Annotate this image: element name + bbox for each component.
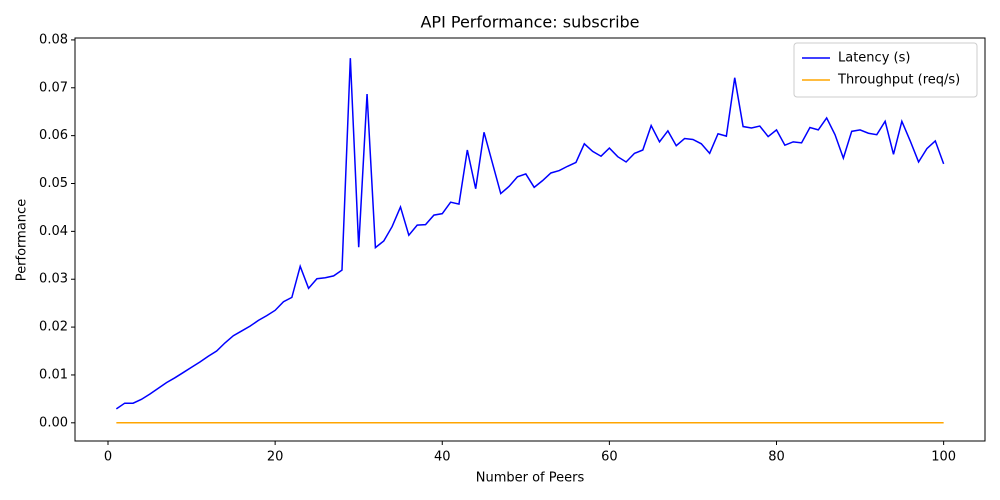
y-tick-label: 0.01 <box>39 367 68 382</box>
y-tick-label: 0.00 <box>39 415 68 430</box>
x-tick-label: 0 <box>104 450 112 465</box>
x-axis-label: Number of Peers <box>476 471 585 486</box>
legend-label: Latency (s) <box>838 51 910 66</box>
y-tick-label: 0.04 <box>39 224 68 239</box>
y-tick-label: 0.06 <box>39 128 68 143</box>
y-tick-label: 0.08 <box>39 32 68 47</box>
x-tick-label: 100 <box>931 450 956 465</box>
y-tick-label: 0.07 <box>39 80 68 95</box>
y-tick-label: 0.03 <box>39 272 68 287</box>
chart-title: API Performance: subscribe <box>420 13 639 32</box>
legend-label: Throughput (req/s) <box>837 73 960 88</box>
x-tick-label: 20 <box>267 450 284 465</box>
x-tick-label: 40 <box>434 450 451 465</box>
x-tick-label: 60 <box>601 450 618 465</box>
x-tick-label: 80 <box>768 450 785 465</box>
y-tick-label: 0.02 <box>39 320 68 335</box>
legend: Latency (s) Throughput (req/s) <box>793 42 978 98</box>
plot-frame <box>74 37 986 442</box>
data-line <box>115 58 945 410</box>
legend-box <box>793 42 978 98</box>
y-axis-label: Performance <box>15 199 30 281</box>
y-tick-label: 0.05 <box>39 176 68 191</box>
